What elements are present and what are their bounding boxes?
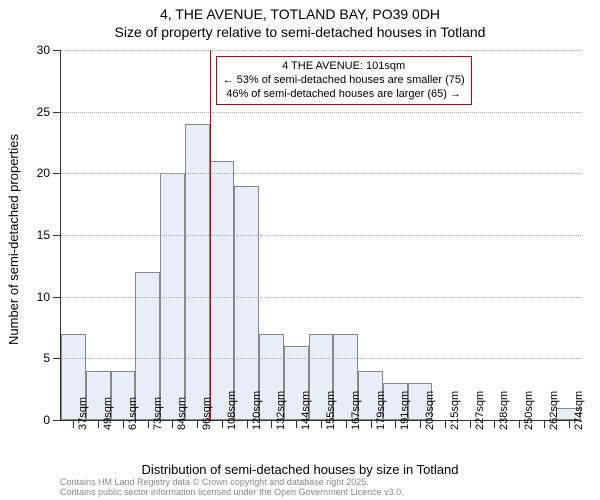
y-tick-label: 25 [20, 105, 50, 119]
x-tick-label: 203sqm [424, 391, 436, 430]
gridline [61, 297, 581, 298]
x-tick-label: 108sqm [226, 391, 238, 430]
x-tick [148, 420, 149, 428]
x-tick [395, 420, 396, 428]
y-tick [53, 50, 61, 51]
y-tick [53, 420, 61, 421]
x-axis-label: Distribution of semi-detached houses by … [0, 462, 600, 477]
x-tick [470, 420, 471, 428]
gridline [61, 50, 581, 51]
y-tick-label: 0 [20, 413, 50, 427]
x-tick-label: 96sqm [201, 397, 213, 430]
x-tick [222, 420, 223, 428]
x-tick [519, 420, 520, 428]
marker-line [210, 50, 211, 420]
x-tick-label: 73sqm [152, 397, 164, 430]
x-tick [73, 420, 74, 428]
x-tick [247, 420, 248, 428]
x-tick [420, 420, 421, 428]
x-tick [544, 420, 545, 428]
x-tick [346, 420, 347, 428]
chart-title-sub: Size of property relative to semi-detach… [0, 24, 600, 40]
annotation-box: 4 THE AVENUE: 101sqm← 53% of semi-detach… [216, 56, 472, 105]
y-tick [53, 235, 61, 236]
x-tick-label: 167sqm [350, 391, 362, 430]
annotation-line-1: 4 THE AVENUE: 101sqm [223, 60, 465, 74]
credits: Contains HM Land Registry data © Crown c… [60, 478, 404, 498]
x-tick-label: 49sqm [102, 397, 114, 430]
credits-line-2: Contains public sector information licen… [60, 488, 404, 498]
x-tick [371, 420, 372, 428]
x-tick-label: 144sqm [300, 391, 312, 430]
chart-container: 4, THE AVENUE, TOTLAND BAY, PO39 0DH Siz… [0, 0, 600, 500]
x-tick-label: 250sqm [523, 391, 535, 430]
y-tick-label: 30 [20, 43, 50, 57]
x-tick-label: 132sqm [275, 391, 287, 430]
x-tick-label: 84sqm [176, 397, 188, 430]
y-axis-label: Number of semi-detached properties [6, 134, 21, 345]
x-tick-label: 274sqm [573, 391, 585, 430]
x-tick-label: 179sqm [375, 391, 387, 430]
x-tick [569, 420, 570, 428]
x-tick-label: 37sqm [77, 397, 89, 430]
x-tick [271, 420, 272, 428]
y-tick [53, 297, 61, 298]
gridline [61, 112, 581, 113]
histogram-bar [234, 186, 259, 420]
x-tick-label: 262sqm [548, 391, 560, 430]
y-tick-label: 15 [20, 228, 50, 242]
x-tick-label: 155sqm [325, 391, 337, 430]
gridline [61, 358, 581, 359]
x-tick [445, 420, 446, 428]
x-tick-label: 191sqm [399, 391, 411, 430]
x-tick [494, 420, 495, 428]
y-tick [53, 112, 61, 113]
x-tick-label: 238sqm [498, 391, 510, 430]
gridline [61, 173, 581, 174]
x-tick-label: 215sqm [449, 391, 461, 430]
x-tick [321, 420, 322, 428]
histogram-bar [210, 161, 235, 420]
histogram-bar [185, 124, 210, 420]
y-tick [53, 173, 61, 174]
x-tick [296, 420, 297, 428]
x-tick [123, 420, 124, 428]
annotation-line-2: ← 53% of semi-detached houses are smalle… [223, 74, 465, 88]
x-tick [172, 420, 173, 428]
plot-area: 4 THE AVENUE: 101sqm← 53% of semi-detach… [60, 50, 581, 421]
x-tick-label: 120sqm [251, 391, 263, 430]
x-tick [197, 420, 198, 428]
y-tick-label: 20 [20, 166, 50, 180]
x-tick-label: 61sqm [127, 397, 139, 430]
x-tick-label: 227sqm [474, 391, 486, 430]
gridline [61, 235, 581, 236]
y-tick-label: 10 [20, 290, 50, 304]
x-tick [98, 420, 99, 428]
y-tick-label: 5 [20, 351, 50, 365]
chart-title-main: 4, THE AVENUE, TOTLAND BAY, PO39 0DH [0, 6, 600, 22]
y-tick [53, 358, 61, 359]
annotation-line-3: 46% of semi-detached houses are larger (… [223, 88, 465, 102]
